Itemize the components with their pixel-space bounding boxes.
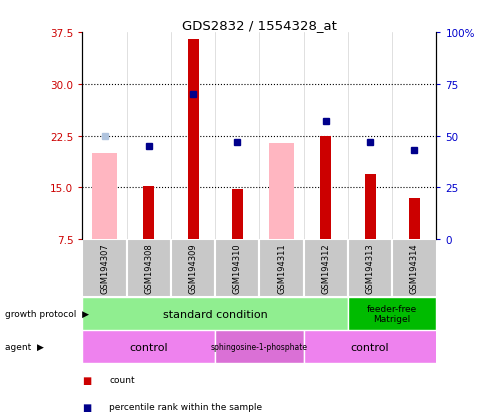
Bar xyxy=(269,143,293,240)
Bar xyxy=(408,198,419,240)
Bar xyxy=(303,240,347,297)
Text: GSM194313: GSM194313 xyxy=(365,243,374,294)
Bar xyxy=(347,297,436,330)
Text: GSM194308: GSM194308 xyxy=(144,243,153,294)
Text: count: count xyxy=(109,375,135,385)
Text: control: control xyxy=(129,342,168,352)
Text: ■: ■ xyxy=(82,402,91,412)
Text: GSM194311: GSM194311 xyxy=(276,243,286,294)
Bar xyxy=(303,330,436,363)
Bar xyxy=(392,240,436,297)
Bar xyxy=(126,240,170,297)
Bar xyxy=(82,240,126,297)
Text: feeder-free
Matrigel: feeder-free Matrigel xyxy=(366,304,417,323)
Text: agent  ▶: agent ▶ xyxy=(5,342,44,351)
Bar xyxy=(347,240,392,297)
Text: GSM194310: GSM194310 xyxy=(232,243,242,294)
Text: sphingosine-1-phosphate: sphingosine-1-phosphate xyxy=(211,342,307,351)
Text: ■: ■ xyxy=(82,375,91,385)
Text: GSM194312: GSM194312 xyxy=(321,243,330,294)
Text: GSM194307: GSM194307 xyxy=(100,243,109,294)
Title: GDS2832 / 1554328_at: GDS2832 / 1554328_at xyxy=(182,19,336,32)
Bar xyxy=(364,174,375,240)
Text: growth protocol  ▶: growth protocol ▶ xyxy=(5,309,89,318)
Text: control: control xyxy=(350,342,389,352)
Bar xyxy=(320,136,331,240)
Bar xyxy=(215,330,303,363)
Bar xyxy=(143,187,154,240)
Bar xyxy=(82,330,215,363)
Text: standard condition: standard condition xyxy=(163,309,267,319)
Bar xyxy=(231,189,242,240)
Bar xyxy=(92,154,117,240)
Bar xyxy=(259,240,303,297)
Text: GSM194314: GSM194314 xyxy=(409,243,418,294)
Bar xyxy=(170,240,215,297)
Bar xyxy=(215,240,259,297)
Text: percentile rank within the sample: percentile rank within the sample xyxy=(109,402,262,411)
Bar xyxy=(187,40,198,240)
Bar xyxy=(82,297,347,330)
Text: GSM194309: GSM194309 xyxy=(188,243,197,294)
